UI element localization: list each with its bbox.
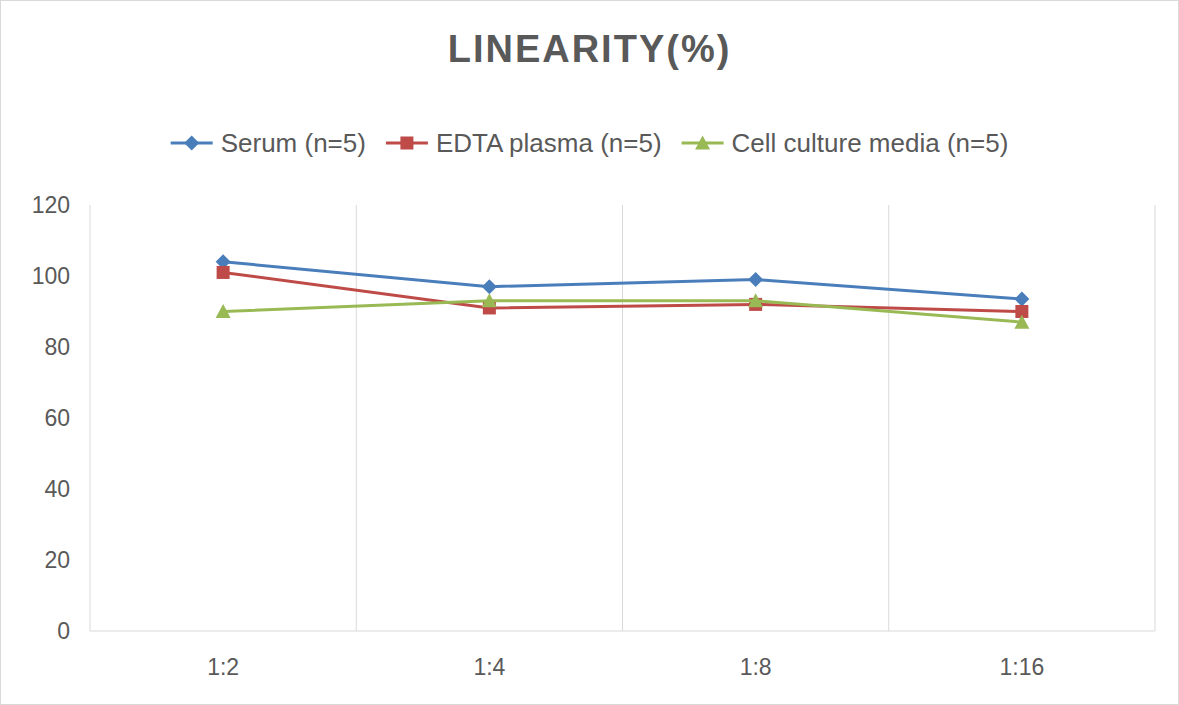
legend-marker xyxy=(400,137,413,150)
y-tick-label: 20 xyxy=(44,547,70,573)
y-tick-label: 40 xyxy=(44,476,70,502)
grid-line xyxy=(622,205,623,631)
chart: LINEARITY(%) 0 20 40 60 80 100 120 1:2 1:4 1:8 1:16… xyxy=(0,0,1179,705)
x-tick-label: 1:16 xyxy=(999,654,1044,680)
x-tick-label: 1:2 xyxy=(207,654,239,680)
background xyxy=(1,1,1179,705)
marker xyxy=(482,293,497,307)
legend: Serum (n=5) EDTA plasma (n=5) Cell culture… xyxy=(171,128,1009,158)
marker xyxy=(748,293,763,307)
x-tick-label: 1:8 xyxy=(740,654,772,680)
marker xyxy=(1014,292,1029,307)
marker xyxy=(482,279,497,294)
marker xyxy=(1014,315,1029,329)
marker xyxy=(217,266,230,279)
grid-line xyxy=(90,205,91,631)
legend-label: EDTA plasma (n=5) xyxy=(436,128,662,158)
y-tick-label: 60 xyxy=(44,405,70,431)
x-axis xyxy=(90,631,1155,632)
plot-area xyxy=(216,254,1030,328)
y-tick-label: 120 xyxy=(32,192,70,218)
y-tick-label: 0 xyxy=(57,618,70,644)
legend-label: Cell culture media (n=5) xyxy=(732,128,1009,158)
grid-line xyxy=(356,205,357,631)
grid-line xyxy=(1155,205,1156,631)
legend-marker xyxy=(184,136,199,151)
y-tick-label: 100 xyxy=(32,263,70,289)
title: LINEARITY(%) xyxy=(448,28,732,70)
marker xyxy=(748,272,763,287)
series-line xyxy=(223,262,1022,299)
series-line xyxy=(223,301,1022,322)
legend-label: Serum (n=5) xyxy=(221,128,366,158)
marker xyxy=(216,304,231,318)
grid-line xyxy=(888,205,889,631)
x-tick-label: 1:4 xyxy=(473,654,505,680)
y-tick-label: 80 xyxy=(44,334,70,360)
legend-marker xyxy=(695,136,710,150)
